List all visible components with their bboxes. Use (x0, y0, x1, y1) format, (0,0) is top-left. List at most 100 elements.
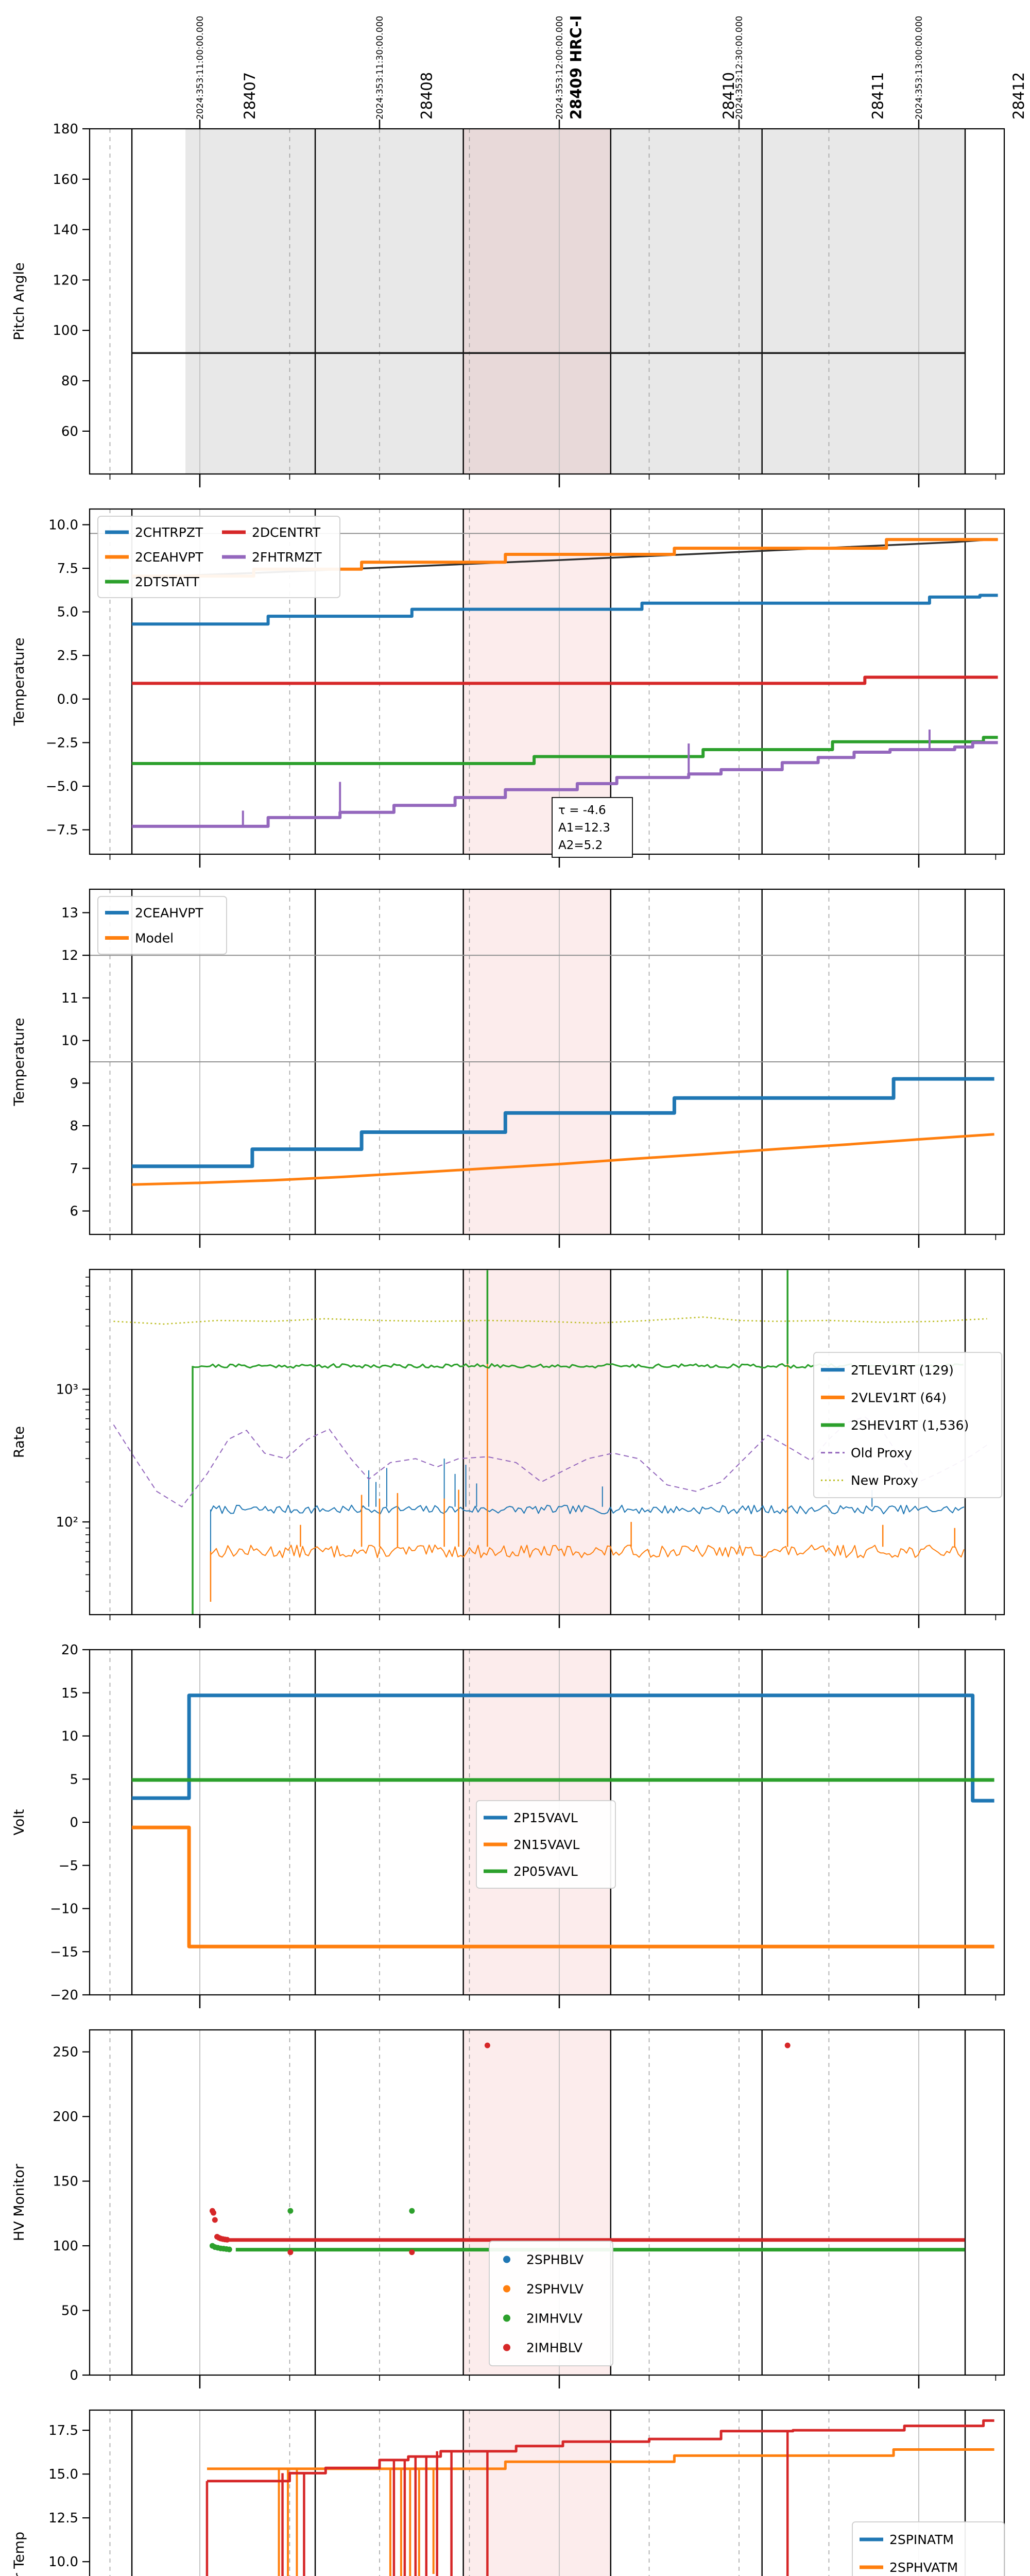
series-2CHTRPZT (132, 594, 998, 626)
scatter-2IMHVLV-pts (287, 2208, 294, 2214)
panel-frame (89, 2409, 1005, 2576)
scatter-2IMHVLV-pts (409, 2208, 415, 2214)
header-obsid-label: 28412 (1010, 72, 1027, 120)
legend: 2TLEV1RT (129) 2VLEV1RT (64) 2SHEV1RT (1,5… (813, 1352, 1002, 1498)
obs-band-gray (762, 129, 966, 474)
y-tick-label: 200 (53, 2109, 78, 2125)
series-group (132, 1693, 994, 1948)
legend-box (97, 516, 340, 598)
header-obsid-label: 28408 (418, 72, 436, 120)
scatter-2IMHBLV-pts (212, 2217, 218, 2223)
legend-label: 2SPINATM (889, 2532, 954, 2547)
panel-temperature-multi: 10.0 7.5 5.0 2.5 0.0 −2.5 −5.0 −7.5 Temperature 2… (11, 508, 1005, 868)
y-tick-label: 250 (53, 2045, 78, 2060)
scatter-2IMHBLV-pts (484, 2042, 490, 2048)
y-tick-label: 100 (53, 2239, 78, 2254)
scatter-2IMHBLV-pts (211, 2210, 217, 2216)
obs-band-hrc (463, 129, 611, 474)
y-axis-label: Volt (11, 1809, 27, 1836)
legend-label: 2CEAHVPT (135, 906, 203, 921)
header-time-label: 2024:353:13:00:00.000 (914, 16, 924, 120)
y-tick-label: 50 (61, 2303, 78, 2319)
header-annotations: 2024:353:11:00:00.000 2024:353:11:30:00.0… (195, 15, 1027, 129)
legend-box (489, 2241, 613, 2366)
series-2TLEV1RT (210, 1504, 965, 1515)
panel-frame (89, 888, 1005, 1235)
legend-label: 2DCENTRT (252, 525, 321, 540)
y-tick-label: 9 (70, 1076, 78, 1091)
y-tick-label: 80 (61, 374, 78, 389)
panel-frame (89, 2029, 1005, 2376)
y-tick-label: −5.0 (46, 779, 78, 794)
panel-frame (89, 128, 1005, 475)
y-tick-label: 10 (61, 1729, 78, 1744)
y-tick-label: 15 (61, 1686, 78, 1701)
header-time-label: 2024:353:11:00:00.000 (195, 16, 205, 120)
legend-marker (503, 2256, 510, 2263)
scatter-2IMHVLV-pts (226, 2246, 232, 2252)
legend-box (813, 1352, 1002, 1498)
legend-label: 2VLEV1RT (64) (851, 1390, 947, 1405)
scatter-2IMHBLV-pts (784, 2042, 791, 2048)
legend-box (476, 1800, 616, 1889)
y-axis-label: Temperature (11, 1018, 27, 1106)
series-2DTSTATT (132, 736, 998, 765)
y-axis-label: HV Monitor (11, 2163, 27, 2241)
series-New Proxy (113, 1316, 987, 1325)
y-tick-label: 180 (53, 122, 78, 137)
y-tick-label: 15.0 (48, 2467, 78, 2482)
header-time-label: 2024:353:12:30:00.000 (734, 16, 745, 120)
legend: 2SPINATM2SPHVATM2IMINATM2IMHVATM (852, 2521, 1005, 2576)
y-tick-label: 10.0 (48, 2554, 78, 2570)
y-tick-label: 13 (61, 905, 78, 921)
header-obsid-label: 28411 (869, 72, 887, 120)
y-tick-label: 17.5 (48, 2423, 78, 2438)
series-2VLEV1RT (210, 1544, 965, 1558)
series-2CEAHVPT (132, 1077, 994, 1168)
legend-label: New Proxy (851, 1473, 918, 1488)
legend-box (852, 2521, 1005, 2576)
legend-label: 2P15VAVL (513, 1810, 578, 1825)
scatter-2IMHBLV-pts (287, 2249, 294, 2256)
panel-frame (89, 508, 1005, 855)
legend-label: 2SPHVLV (526, 2282, 583, 2297)
header-obsid-label: 28407 (241, 72, 259, 120)
scatter-2IMHBLV-pts (409, 2249, 415, 2256)
legend-label: 2P05VAVL (513, 1864, 578, 1879)
obs-band-gray (610, 129, 762, 474)
scatter-2IMHBLV-pts (224, 2236, 230, 2243)
series-group (113, 1270, 988, 1615)
y-tick-label: 5.0 (57, 605, 78, 620)
y-tick-label: 120 (53, 273, 78, 288)
legend-label: 2SHEV1RT (1,536) (851, 1418, 969, 1433)
obs-band-hrc (463, 2410, 611, 2576)
header-obsid-label: 28410 (720, 72, 737, 120)
series-2SPHVATM (207, 2448, 994, 2470)
y-tick-label: 12.5 (48, 2511, 78, 2526)
legend: 2CEAHVPT Model (97, 896, 227, 955)
header-time-label: 2024:353:12:00:00.000 (555, 16, 565, 120)
legend-marker (503, 2314, 510, 2322)
series-2DCENTRT (132, 675, 998, 685)
legend-label: 2DTSTATT (135, 574, 200, 589)
y-tick-label: 60 (61, 424, 78, 439)
annotation-line: τ = -4.6 (558, 804, 606, 817)
header-time-label: 2024:353:11:30:00.000 (375, 16, 385, 120)
y-tick-label: −2.5 (46, 735, 78, 751)
y-tick-label: −10 (50, 1902, 78, 1917)
y-tick-label: 10² (56, 1515, 78, 1530)
y-tick-label: 0.0 (57, 692, 78, 707)
y-tick-label: 5 (70, 1772, 78, 1787)
legend-label: 2FHTRMZT (252, 550, 322, 565)
series-2P15VAVL (132, 1693, 994, 1803)
y-tick-label: 12 (61, 948, 78, 963)
legend-label: Old Proxy (851, 1446, 912, 1461)
obs-band-gray (185, 129, 316, 474)
obs-band-gray (315, 129, 464, 474)
legend-box (97, 896, 227, 955)
series-group (205, 2419, 994, 2576)
y-tick-label: 10.0 (48, 517, 78, 533)
legend-label: 2SPHBLV (526, 2252, 583, 2267)
